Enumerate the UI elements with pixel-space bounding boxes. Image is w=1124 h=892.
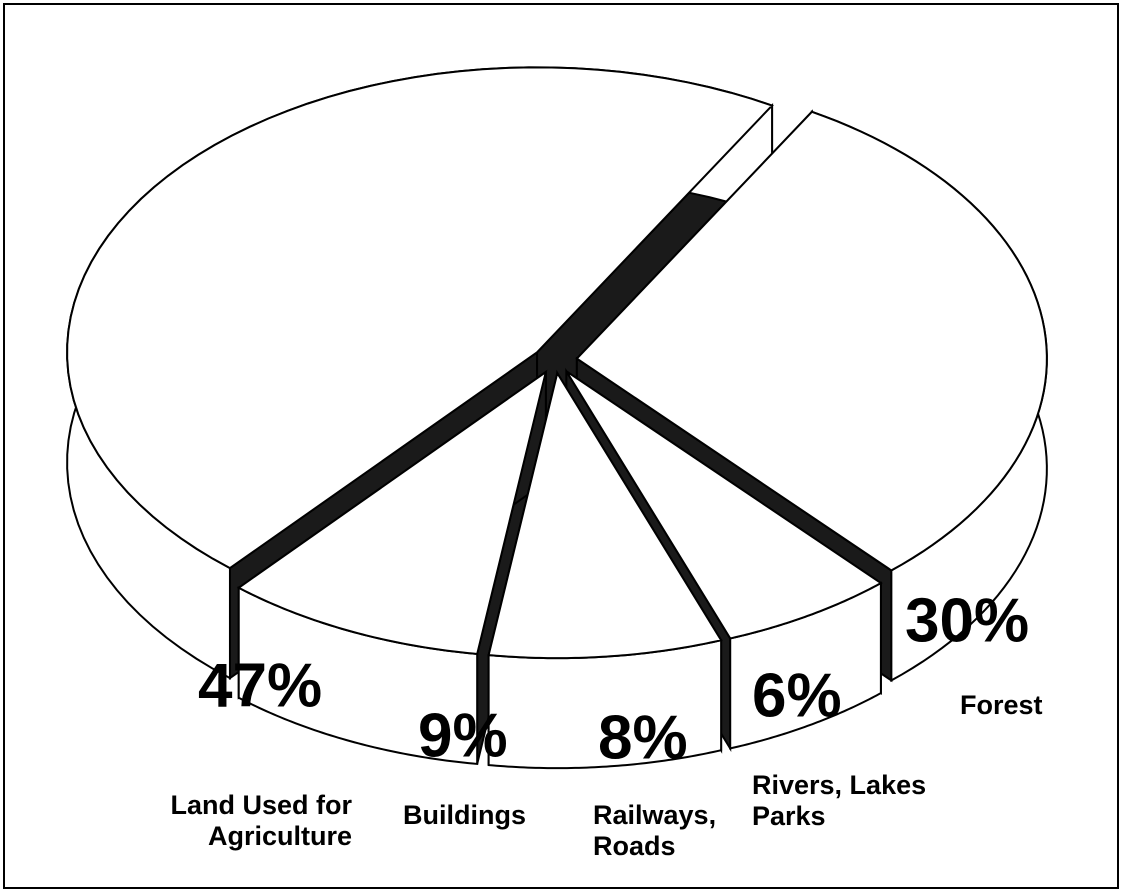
value-label: 9% <box>418 701 508 770</box>
category-label: Buildings <box>403 800 583 831</box>
value-label: 8% <box>598 703 688 772</box>
value-label: 6% <box>752 661 842 730</box>
category-label: Land Used for Agriculture <box>130 790 352 852</box>
chart-canvas: 30% 6% 8% 9% 47% <box>0 0 1124 892</box>
value-label: 30% <box>905 586 1029 655</box>
category-label: Railways, Roads <box>593 800 743 862</box>
category-label: Forest <box>960 690 1124 721</box>
value-label: 47% <box>198 651 322 720</box>
category-label: Rivers, Lakes Parks <box>752 770 962 832</box>
chart: 30% 6% 8% 9% 47% Forest Rivers, Lakes ParksRa… <box>0 0 1124 892</box>
